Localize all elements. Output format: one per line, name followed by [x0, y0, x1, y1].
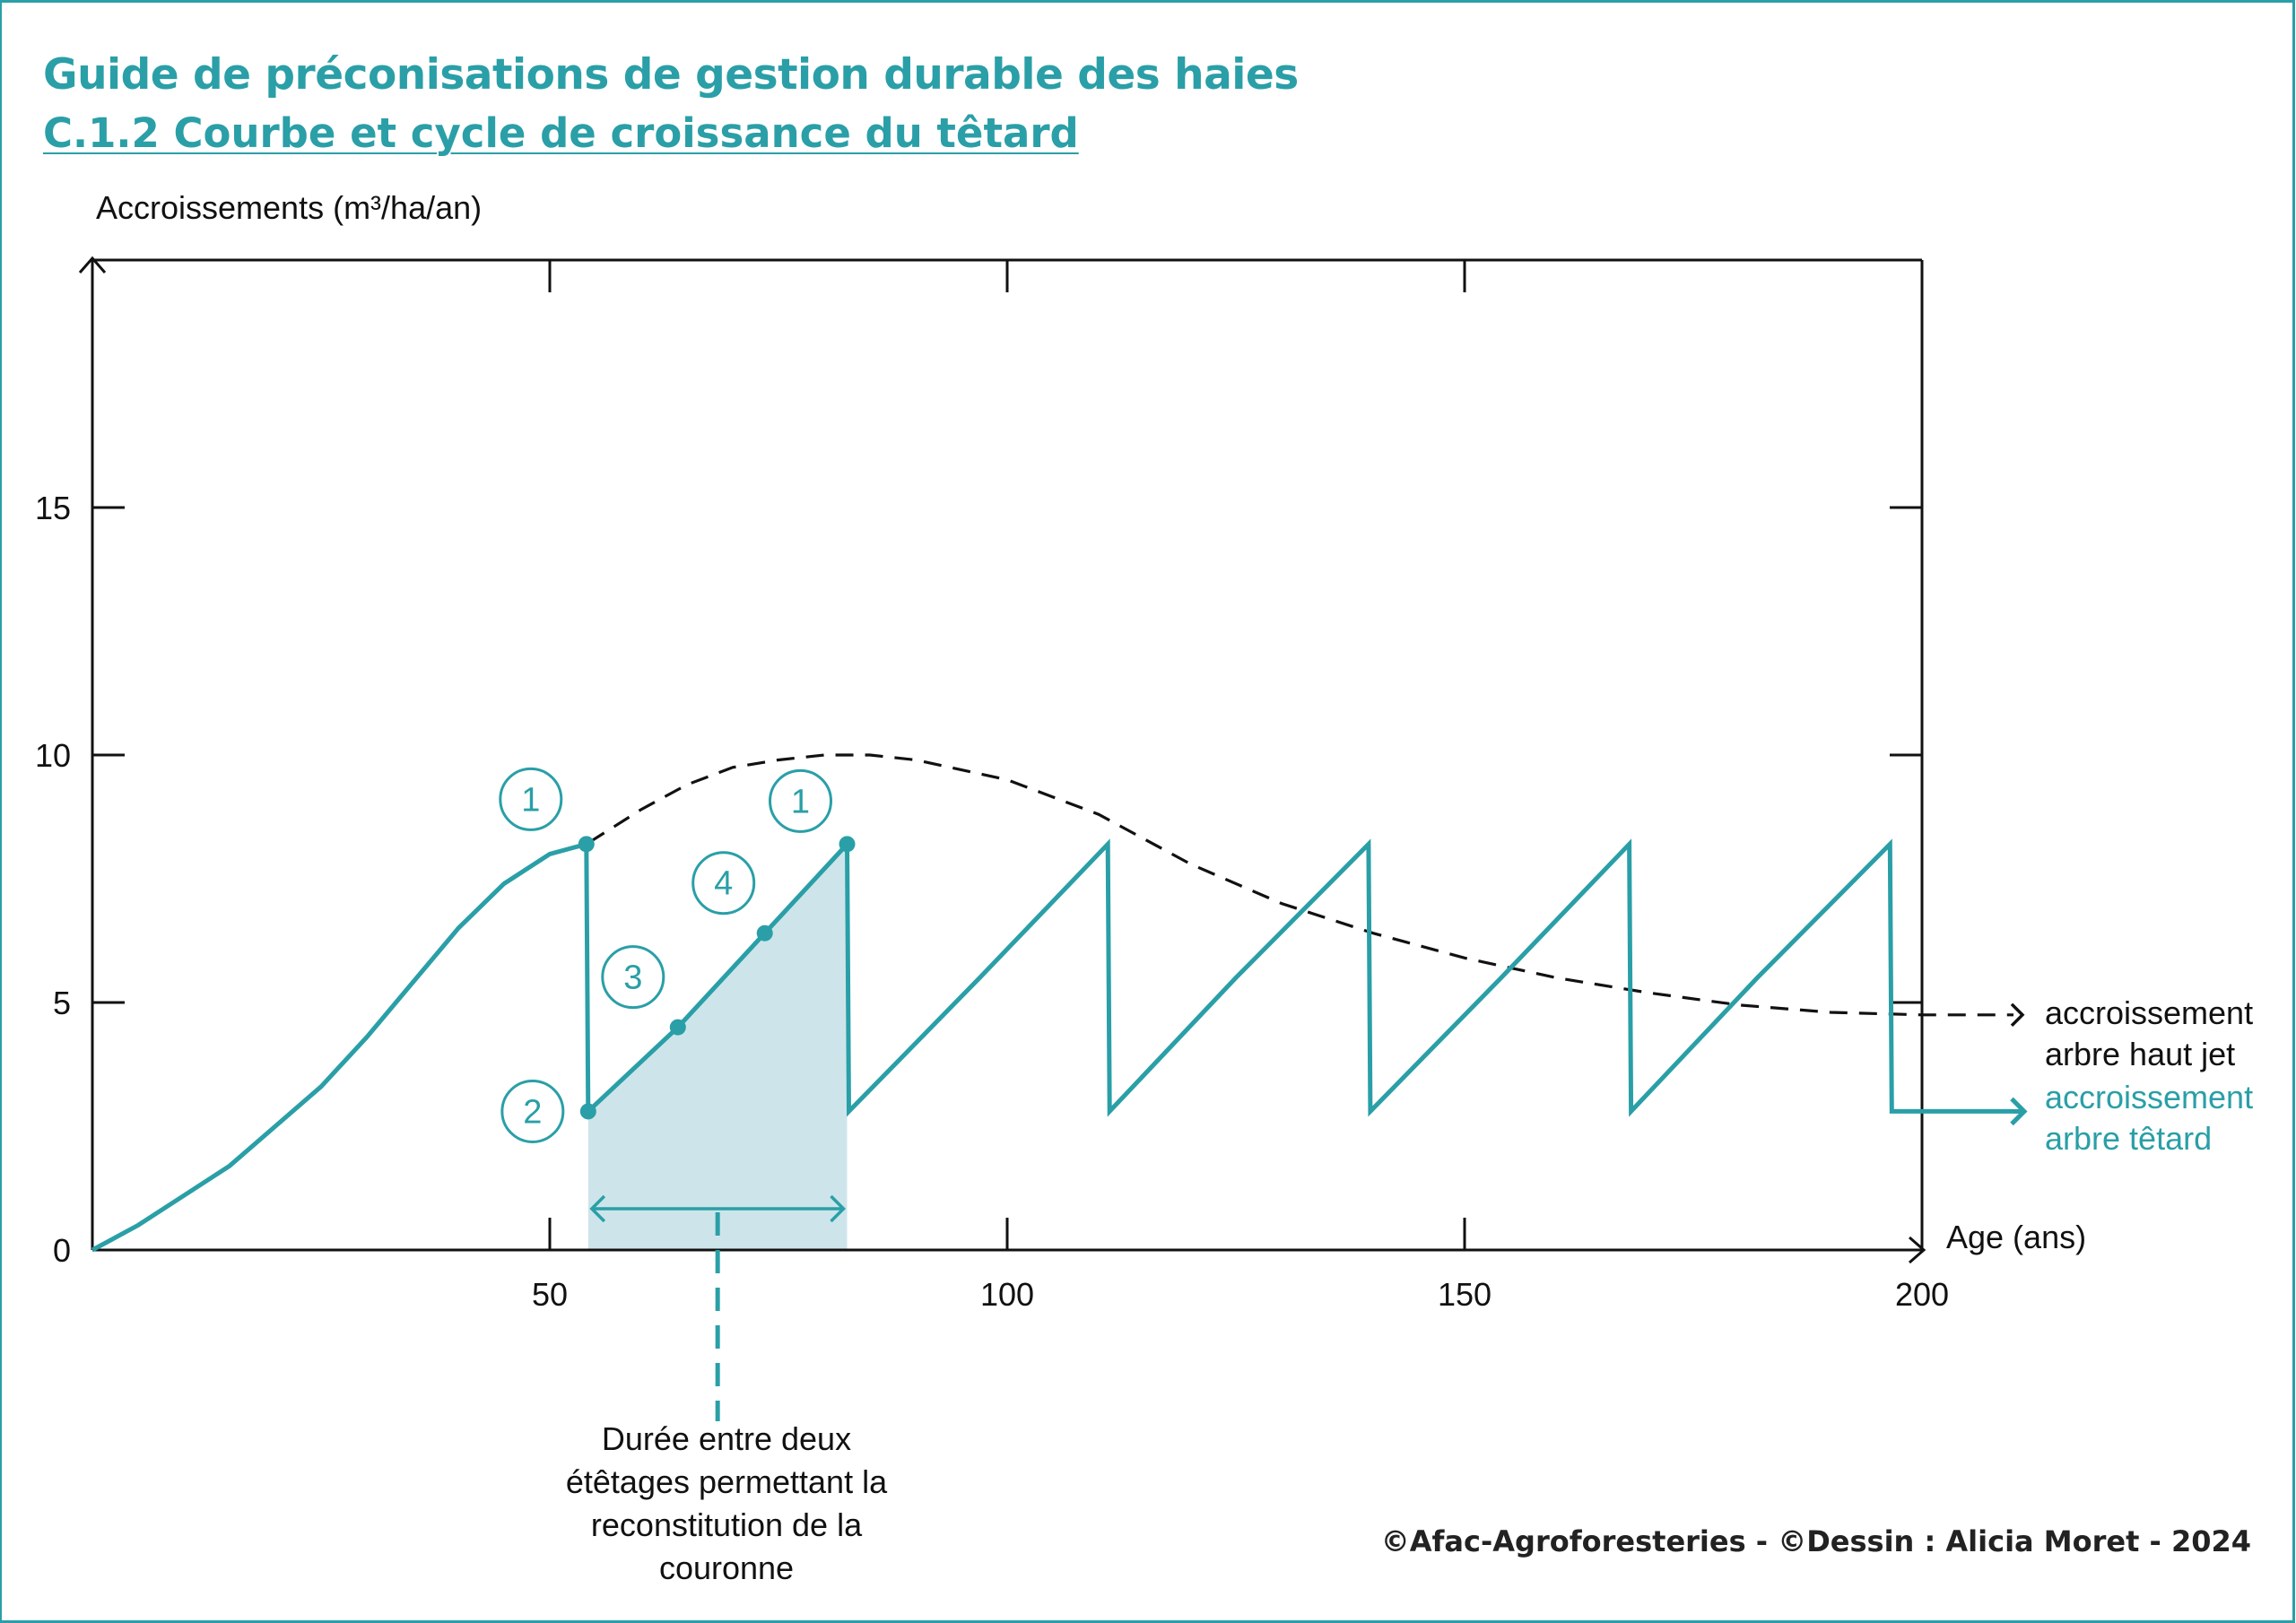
interval-note: reconstitution de la [591, 1506, 863, 1543]
page-subtitle: C.1.2 Courbe et cycle de croissance du t… [43, 109, 1079, 157]
series-line-tetard [91, 838, 2013, 1253]
step-number: 3 [623, 959, 642, 997]
y-axis-arrowhead [78, 256, 107, 273]
y-axis-label: Accroissements (m³/ha/an) [96, 189, 482, 226]
step-number-circle [500, 1079, 565, 1143]
x-axis-arrowhead [1909, 1236, 1926, 1264]
interval-arrowhead-left [589, 1194, 606, 1223]
key-point-dot [756, 924, 773, 942]
step-number-circle [769, 768, 832, 833]
step-number-circle [601, 945, 665, 1010]
label-tetard: arbre têtard [2045, 1120, 2212, 1157]
y-tick-label: 10 [35, 737, 71, 774]
x-tick-label: 200 [1895, 1276, 1949, 1313]
interval-note: couronne [659, 1549, 794, 1586]
y-tick-label: 15 [35, 490, 71, 526]
step-number: 1 [791, 783, 810, 820]
step-number-circle [691, 851, 756, 916]
tetard-arrowhead [2010, 1097, 2028, 1126]
copyright-credit: ©Afac-Agroforesteries - ©Dessin : Alicia… [1380, 1524, 2251, 1558]
step-number-circle [499, 767, 563, 831]
label-haut-jet: arbre haut jet [2045, 1036, 2235, 1072]
key-point-dot [578, 836, 595, 853]
interval-shading [587, 844, 848, 1250]
series-line-haut-jet [91, 753, 2013, 1252]
y-tick-label: 0 [53, 1232, 71, 1269]
x-tick-label: 150 [1438, 1276, 1492, 1313]
y-tick-label: 5 [53, 985, 71, 1021]
x-tick-label: 100 [980, 1276, 1034, 1313]
key-point-dot [669, 1019, 686, 1036]
key-point-dot [839, 836, 856, 853]
step-number: 2 [523, 1093, 542, 1131]
x-axis-label: Age (ans) [1946, 1219, 2086, 1255]
x-tick-label: 50 [532, 1276, 568, 1313]
label-haut-jet: accroissement [2045, 994, 2253, 1031]
page-title: Guide de préconisations de gestion durab… [43, 50, 1299, 100]
key-point-dot [579, 1103, 596, 1120]
interval-note: Durée entre deux [602, 1420, 851, 1457]
interval-arrowhead-right [830, 1194, 846, 1223]
label-tetard: accroissement [2045, 1079, 2253, 1115]
step-number: 4 [714, 865, 733, 903]
interval-note: étêtages permettant la [566, 1463, 888, 1500]
haut-jet-arrowhead [2010, 1002, 2025, 1028]
step-number: 1 [521, 781, 540, 819]
